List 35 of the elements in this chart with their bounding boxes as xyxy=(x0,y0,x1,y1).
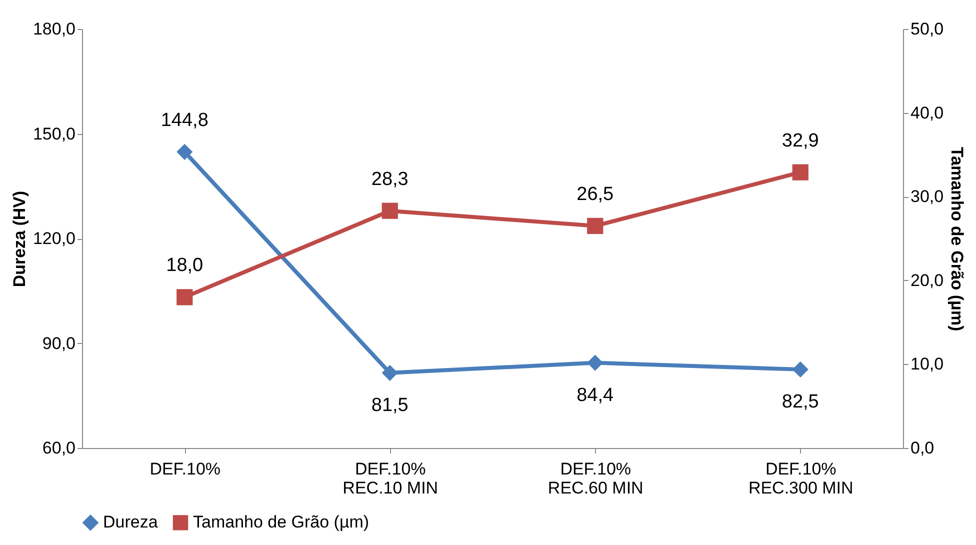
y2-tick-label: 40,0 xyxy=(910,103,944,122)
x-tick-label: DEF.10% xyxy=(150,460,221,478)
legend-label: Tamanho de Grão (µm) xyxy=(193,512,370,532)
data-label: 18,0 xyxy=(166,255,204,276)
point xyxy=(792,361,808,378)
legend-label: Dureza xyxy=(103,512,158,532)
x-tick-label: DEF.10% REC.10 MIN xyxy=(342,460,438,498)
data-label: 32,9 xyxy=(782,130,819,152)
data-label: 81,5 xyxy=(371,394,408,416)
y-axis-title: Dureza (HV) xyxy=(10,190,29,288)
y2-axis-title: Tamanho de Grão (µm) xyxy=(948,146,967,332)
data-label: 84,4 xyxy=(576,384,614,406)
point xyxy=(792,164,808,180)
x-tick-label: DEF.10% REC.300 MIN xyxy=(748,460,854,498)
y-tick-label: 150,0 xyxy=(32,124,76,144)
point xyxy=(176,289,193,306)
point xyxy=(587,354,604,371)
data-label: 82,5 xyxy=(782,391,819,412)
y2-tick-label: 0,0 xyxy=(910,438,934,458)
data-label: 26,5 xyxy=(576,184,614,205)
y2-tick-label: 30,0 xyxy=(910,187,944,206)
data-label: 28,3 xyxy=(371,168,408,190)
data-label: 144,8 xyxy=(160,110,208,131)
point xyxy=(587,218,604,234)
x-tick-label: DEF.10% REC.60 MIN xyxy=(548,460,644,498)
y2-tick-label: 10,0 xyxy=(910,354,944,374)
point xyxy=(382,364,398,381)
point xyxy=(382,202,398,219)
y-tick-label: 120,0 xyxy=(32,229,76,248)
y-tick-label: 60,0 xyxy=(42,438,76,458)
y2-tick-label: 20,0 xyxy=(910,270,944,290)
y-tick-label: 90,0 xyxy=(42,334,76,353)
y2-tick-label: 50,0 xyxy=(910,20,944,38)
point xyxy=(176,144,193,160)
y-tick-label: 180,0 xyxy=(32,20,76,38)
